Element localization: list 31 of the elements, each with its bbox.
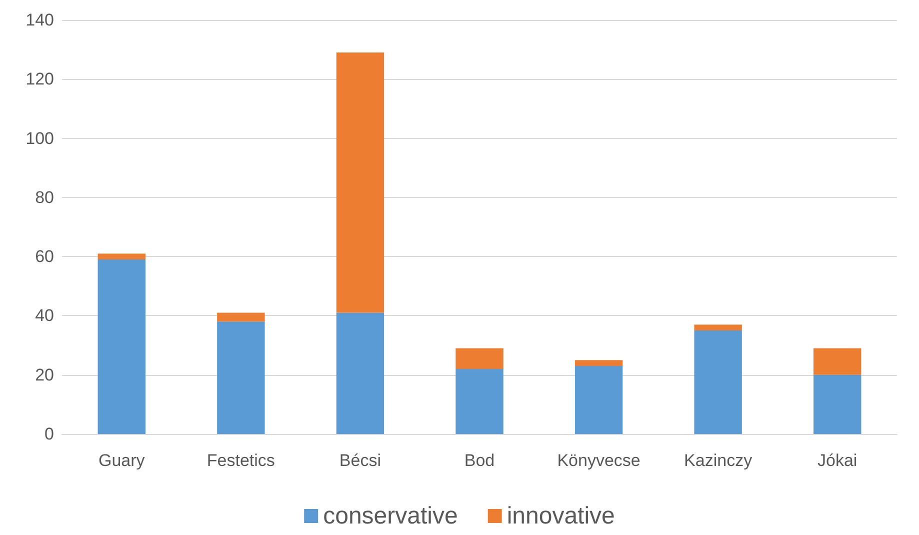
y-tick-label: 0 xyxy=(44,424,54,444)
bar xyxy=(814,374,862,434)
x-tick-label: Bod xyxy=(464,451,495,470)
x-tick-label: Guary xyxy=(98,451,146,470)
y-tick-label: 100 xyxy=(26,128,54,148)
bar xyxy=(98,260,146,434)
x-tick-label: Jókai xyxy=(818,451,858,470)
bar xyxy=(336,312,384,434)
bar xyxy=(694,330,742,434)
x-tick-label: Könyvecse xyxy=(557,451,640,470)
y-tick-label: 40 xyxy=(35,306,54,326)
bar xyxy=(456,368,504,434)
bar xyxy=(694,324,742,330)
bar xyxy=(814,348,862,375)
bar xyxy=(574,366,623,434)
legend-label: innovative xyxy=(506,502,615,530)
y-tick-label: 80 xyxy=(35,188,54,207)
bar xyxy=(456,348,504,369)
bar xyxy=(336,52,384,313)
legend-label: conservative xyxy=(323,502,458,530)
bar xyxy=(98,254,146,260)
x-tick-label: Kazinczy xyxy=(684,451,753,470)
y-tick-label: 60 xyxy=(35,247,54,266)
y-tick-label: 140 xyxy=(26,10,54,30)
bar xyxy=(217,312,265,322)
x-tick-label: Festetics xyxy=(206,451,275,470)
y-tick-label: 20 xyxy=(35,365,54,384)
x-tick-label: Bécsi xyxy=(339,451,382,470)
bar xyxy=(217,322,265,434)
bar xyxy=(574,360,623,366)
y-tick-label: 120 xyxy=(26,70,54,89)
